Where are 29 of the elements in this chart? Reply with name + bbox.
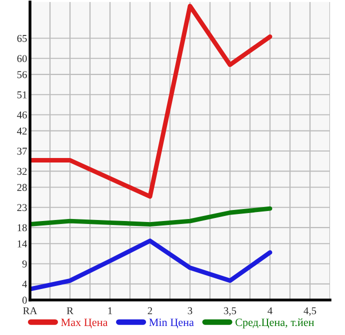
line-series [30,4,272,199]
x-tick-label: 3,5 [224,307,236,316]
y-tick-label: 56 [17,71,27,78]
legend-label: Сред.Цена, т.йен [236,318,314,328]
y-tick-label: 9 [22,260,27,268]
y-tick-label: 0 [22,296,27,304]
y-tick-label: 14 [18,240,28,248]
x-tick-label: 2 [148,307,152,314]
y-tick-label: 32 [17,168,27,175]
y-tick-label: 23 [17,204,27,212]
x-tick-label: 3 [188,307,192,314]
x-tick-label: R [66,307,74,314]
legend-label: Max Цена [61,318,108,328]
y-tick-label: 46 [17,111,27,118]
y-tick-label: 18 [18,224,27,232]
x-tick-label: 1 [108,307,112,314]
x-tick-label: 4 [268,307,272,314]
y-tick-label: 37 [17,148,27,155]
x-tick-label: RA [23,307,38,314]
y-tick-label: 60 [17,55,27,62]
line-series [30,206,272,227]
y-tick-label: 28 [17,184,27,191]
y-tick-label: 51 [17,91,27,98]
y-tick-label: 42 [17,128,27,134]
legend-label: Min Цена [149,318,194,328]
y-tick-label: 65 [17,34,27,42]
x-tick-label: 4,5 [304,307,316,316]
line-series [30,238,272,292]
y-tick-label: 4 [22,280,28,288]
